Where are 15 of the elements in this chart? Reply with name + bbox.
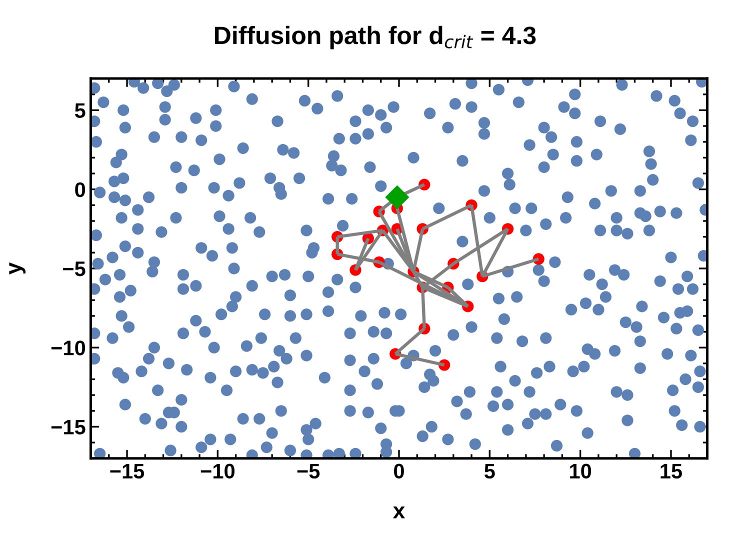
x-tick-label: −15 [110, 464, 144, 479]
x-tick-label: 15 [660, 464, 682, 479]
x-tick-label: 5 [484, 464, 495, 479]
chart-title: Diffusion path for d$_{crit}$ = 4.3 [215, 26, 536, 50]
y-tick-label: −10 [51, 340, 86, 356]
x-tick-label: 0 [394, 464, 404, 479]
y-tick-label: −5 [63, 262, 86, 276]
x-axis-title: x [392, 506, 406, 518]
y-tick-label: 0 [75, 182, 86, 198]
x-tick-label: 10 [570, 464, 592, 479]
x-tick-label: −10 [200, 464, 234, 479]
y-axis-title: y [9, 262, 26, 274]
x-tick-label: −5 [297, 464, 320, 479]
y-tick-label: 5 [74, 103, 86, 118]
y-tick-label: −15 [51, 420, 86, 434]
